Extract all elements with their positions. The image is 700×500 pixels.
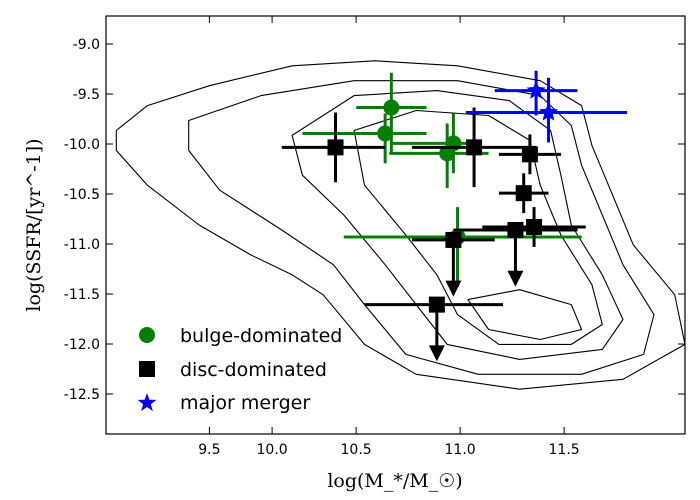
upper-limit-arrowhead bbox=[445, 280, 462, 297]
y-tick: -9.0 bbox=[73, 37, 685, 53]
data-point bbox=[391, 113, 475, 174]
y-tick-label: -10.5 bbox=[64, 187, 100, 203]
marker-star bbox=[526, 80, 546, 99]
plot-frame bbox=[105, 15, 686, 435]
legend-label: bulge-dominated bbox=[180, 325, 342, 347]
marker-square bbox=[428, 296, 445, 313]
x-tick-label: 11.0 bbox=[445, 442, 476, 458]
data-point bbox=[494, 70, 578, 116]
marker-square bbox=[445, 231, 462, 248]
marker-star bbox=[539, 102, 558, 121]
legend-marker-square bbox=[139, 361, 155, 377]
data-point bbox=[281, 112, 386, 183]
legend-label: major merger bbox=[180, 392, 310, 414]
density-contour bbox=[188, 80, 655, 375]
marker-square bbox=[521, 146, 538, 163]
legend-marker-circle bbox=[139, 327, 155, 343]
x-tick-label: 10.0 bbox=[257, 442, 288, 458]
marker-square bbox=[515, 185, 532, 202]
x-ticks: 9.5 10.0 10.5 11.0 11.5 bbox=[198, 16, 580, 458]
x-tick-label: 9.5 bbox=[198, 442, 220, 458]
x-tick-label: 11.5 bbox=[549, 442, 580, 458]
legend-marker-star bbox=[137, 393, 157, 412]
legend-item: major merger bbox=[137, 392, 310, 414]
x-tick: 10.5 bbox=[341, 16, 372, 458]
marker-square bbox=[507, 221, 524, 238]
density-contour bbox=[291, 90, 624, 360]
density-contours bbox=[115, 60, 686, 390]
legend-label: disc-dominated bbox=[180, 359, 327, 381]
marker-square bbox=[526, 218, 543, 235]
marker-circle bbox=[383, 99, 400, 116]
y-tick: -10.0 bbox=[64, 137, 685, 153]
data-point bbox=[498, 134, 561, 175]
y-tick: -10.5 bbox=[64, 187, 685, 203]
data-point bbox=[343, 207, 582, 287]
y-tick-label: -12.0 bbox=[64, 337, 100, 353]
legend-item: bulge-dominated bbox=[139, 325, 342, 347]
y-tick-label: -10.0 bbox=[64, 137, 100, 153]
data-point bbox=[453, 221, 578, 287]
y-tick: -11.0 bbox=[64, 237, 685, 253]
x-tick-label: 10.5 bbox=[341, 442, 372, 458]
data-point bbox=[412, 107, 537, 188]
data-points bbox=[281, 70, 628, 362]
y-tick: -12.5 bbox=[64, 387, 685, 403]
marker-circle bbox=[439, 145, 456, 162]
marker-square bbox=[327, 139, 344, 156]
y-tick: -12.0 bbox=[64, 337, 685, 353]
data-point bbox=[364, 296, 504, 362]
y-tick: -9.5 bbox=[73, 87, 685, 103]
density-contour bbox=[353, 109, 603, 345]
marker-circle bbox=[377, 125, 394, 142]
legend: bulge-dominated disc-dominated major mer… bbox=[137, 325, 342, 414]
y-ticks: -9.0 -9.5 -10.0 -10.5 -11.0 -11.5 -12.0 … bbox=[64, 37, 685, 403]
data-point bbox=[302, 113, 427, 164]
data-point bbox=[498, 173, 549, 214]
data-point bbox=[356, 72, 427, 153]
upper-limit-arrowhead bbox=[428, 345, 445, 362]
x-tick: 11.5 bbox=[549, 16, 580, 458]
data-point bbox=[482, 207, 586, 247]
y-tick-label: -12.5 bbox=[64, 387, 100, 403]
y-tick-label: -11.0 bbox=[64, 237, 100, 253]
x-tick: 11.0 bbox=[445, 16, 476, 458]
x-tick: 9.5 bbox=[198, 16, 221, 458]
data-point bbox=[465, 77, 628, 143]
x-axis-title: log(M_*/M_☉) bbox=[327, 470, 462, 492]
legend-item: disc-dominated bbox=[139, 359, 327, 381]
marker-square bbox=[466, 139, 483, 156]
upper-limit-arrowhead bbox=[507, 270, 524, 287]
y-tick-label: -9.5 bbox=[73, 87, 100, 103]
data-point bbox=[412, 231, 495, 297]
x-tick: 10.0 bbox=[257, 16, 288, 458]
y-tick-label: -11.5 bbox=[64, 287, 100, 303]
y-tick-label: -9.0 bbox=[73, 37, 100, 53]
y-tick: -11.5 bbox=[64, 287, 685, 303]
y-axis-title: log(SSFR/[yr^-1]) bbox=[23, 138, 45, 311]
density-contour bbox=[467, 289, 583, 341]
density-contour bbox=[115, 60, 686, 390]
